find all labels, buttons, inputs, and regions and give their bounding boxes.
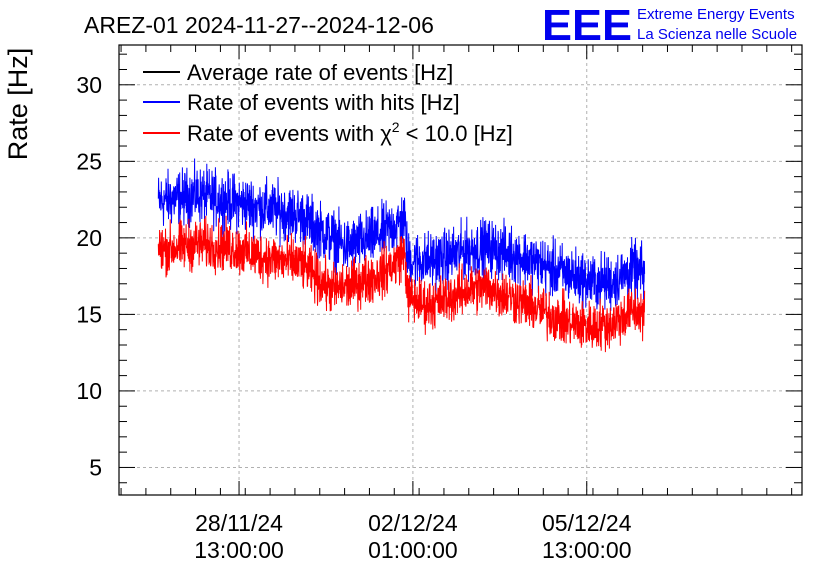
- x-tick-label-time: 01:00:00: [368, 537, 458, 563]
- x-tick-label-date: 28/11/24: [195, 510, 283, 536]
- legend-chi2-main: Rate of events with χ: [187, 121, 392, 146]
- eee-logo-mark: EEE: [542, 1, 632, 50]
- y-tick-label: 10: [76, 378, 102, 404]
- series-layer: [157, 158, 646, 353]
- x-tick-label-time: 13:00:00: [542, 537, 632, 563]
- x-tick-label-time: 13:00:00: [194, 537, 284, 563]
- x-tick-label-date: 05/12/24: [542, 510, 632, 536]
- x-tick-labels: 28/11/2413:00:0002/12/2401:00:0005/12/24…: [194, 510, 631, 563]
- legend-chi2-sup: 2: [392, 119, 400, 135]
- y-tick-label: 30: [76, 72, 102, 98]
- logo-line-2: La Scienza nelle Scuole: [637, 26, 797, 43]
- series-line-2: [157, 215, 646, 353]
- eee-logo: EEE Extreme Energy Events La Scienza nel…: [542, 1, 797, 50]
- axis-ticks: [119, 45, 802, 495]
- y-tick-label: 20: [76, 225, 102, 251]
- plot-frame: [118, 44, 803, 496]
- y-axis-label: Rate [Hz]: [3, 48, 33, 161]
- legend-label-chi2: Rate of events with χ2 < 10.0 [Hz]: [187, 119, 513, 146]
- legend-chi2-tail: < 10.0 [Hz]: [400, 121, 513, 146]
- legend-label-hits: Rate of events with hits [Hz]: [187, 90, 460, 115]
- y-tick-label: 15: [76, 301, 102, 327]
- legend-label-average: Average rate of events [Hz]: [187, 60, 453, 85]
- y-tick-labels: 5 10 15 20 25 30: [76, 72, 102, 481]
- legend: Average rate of events [Hz] Rate of even…: [143, 60, 513, 146]
- chart-title: AREZ-01 2024-11-27--2024-12-06: [84, 12, 434, 38]
- x-tick-label-date: 02/12/24: [368, 510, 458, 536]
- y-tick-label: 5: [89, 454, 102, 480]
- y-tick-label: 25: [76, 148, 102, 174]
- logo-line-1: Extreme Energy Events: [637, 6, 795, 23]
